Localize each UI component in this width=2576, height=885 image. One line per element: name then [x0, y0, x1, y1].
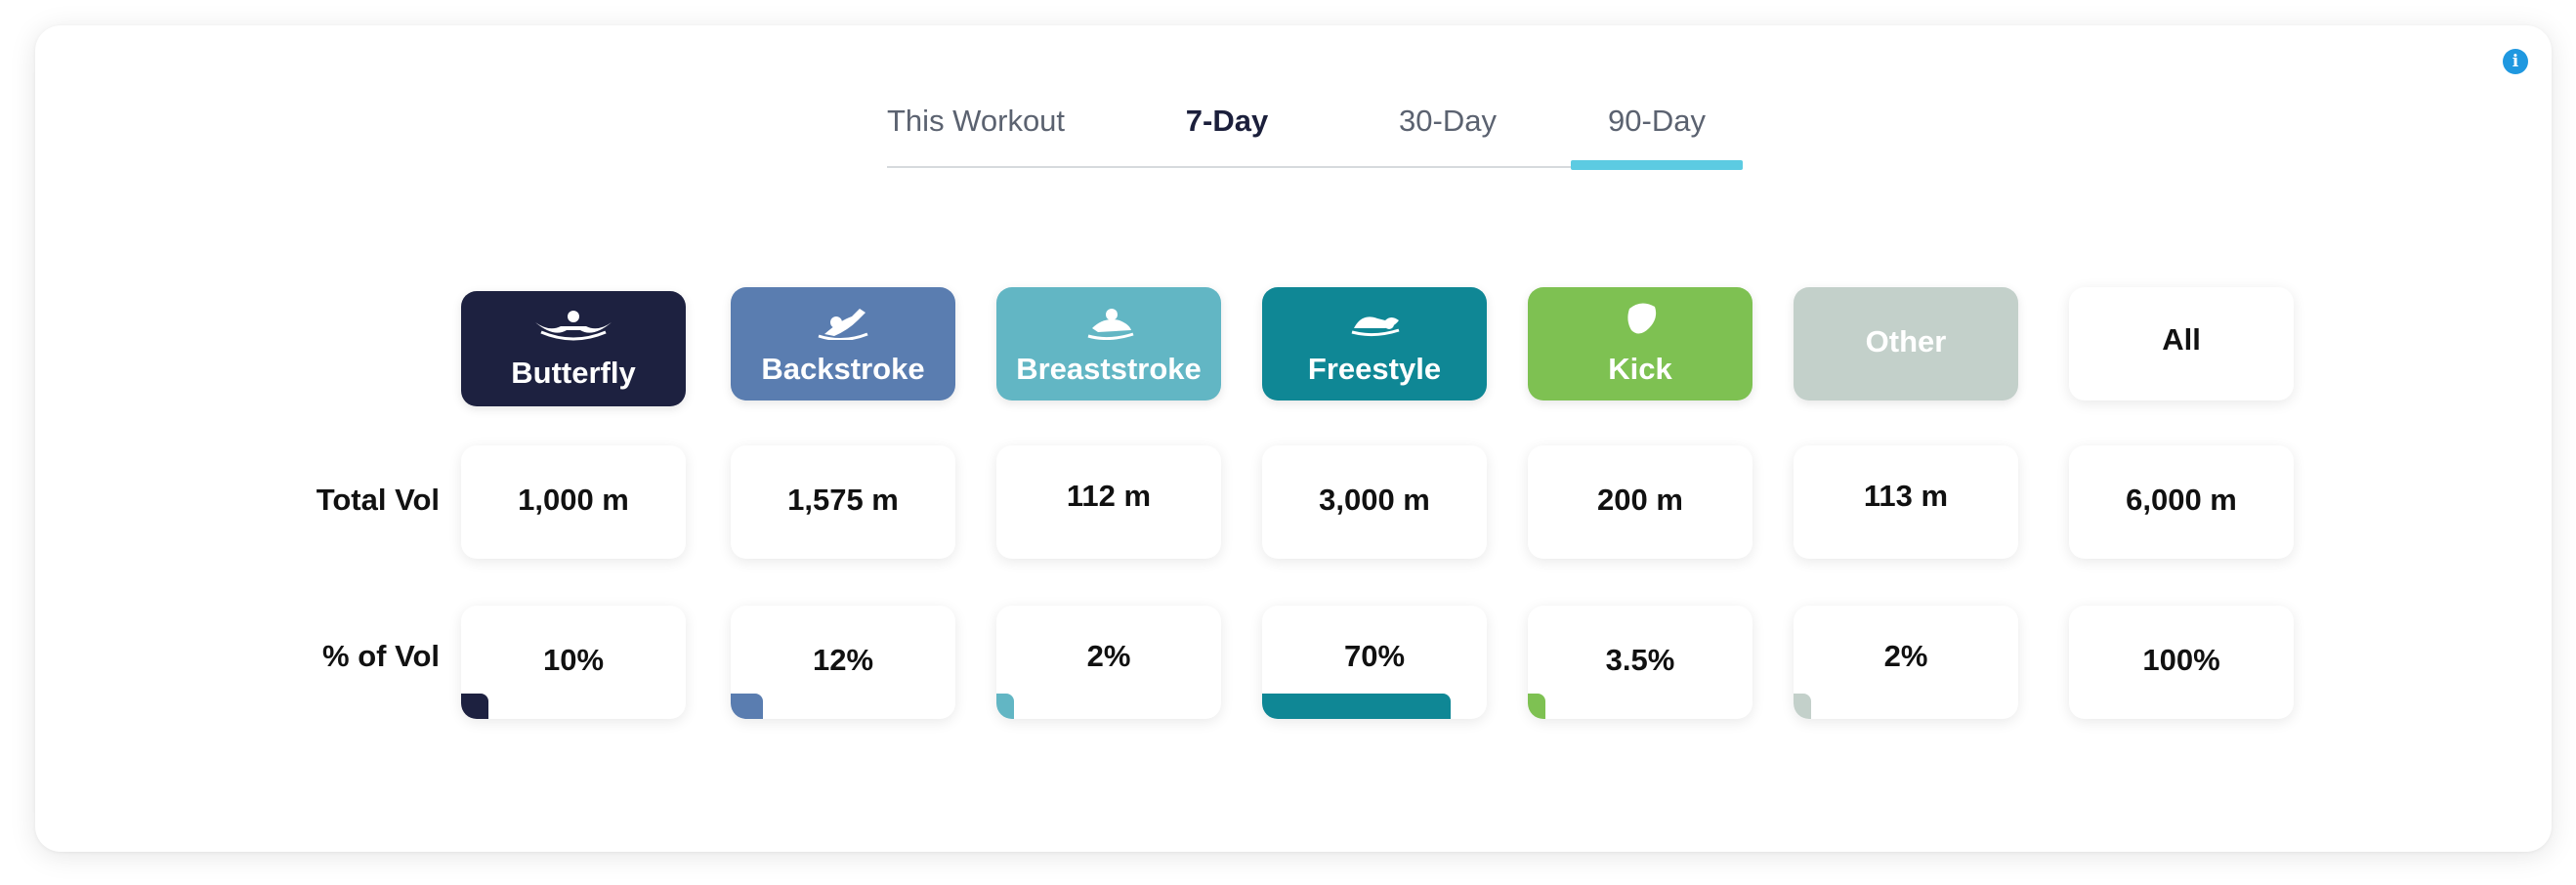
percent-volume-value: 12%	[812, 643, 874, 677]
total-volume-value: 3,000 m	[1319, 483, 1430, 517]
stroke-label: Freestyle	[1307, 352, 1442, 386]
percent-volume-value: 2%	[1883, 639, 1928, 673]
percent-volume-cell-breaststroke: 2%	[996, 606, 1221, 719]
time-range-tabs: This Workout 7-Day 30-Day 90-Day	[887, 94, 1743, 170]
percent-volume-bar	[461, 694, 488, 719]
kickboard-icon	[1627, 303, 1657, 334]
total-volume-cell-other: 113 m	[1794, 445, 2018, 559]
total-volume-cell-breaststroke: 112 m	[996, 445, 1221, 559]
percent-volume-bar	[1528, 694, 1545, 719]
total-volume-cell-butterfly: 1,000 m	[461, 445, 686, 559]
total-volume-cell-kick: 200 m	[1528, 445, 1753, 559]
freestyle-swimmer-icon	[1351, 316, 1400, 337]
stroke-button-other[interactable]: Other	[1794, 287, 2018, 400]
tabs-divider	[887, 166, 1743, 168]
stroke-label: Other	[1865, 324, 1947, 358]
total-volume-value: 6,000 m	[2126, 483, 2237, 517]
butterfly-swimmer-icon	[535, 311, 612, 341]
tab-90-day[interactable]: 90-Day	[1608, 104, 1706, 138]
percent-volume-cell-butterfly: 10%	[461, 606, 686, 719]
backstroke-swimmer-icon	[818, 309, 868, 340]
percent-volume-cell-backstroke: 12%	[731, 606, 955, 719]
total-volume-value: 1,575 m	[787, 483, 899, 517]
stroke-label: Breaststroke	[1016, 352, 1202, 386]
percent-volume-cell-other: 2%	[1794, 606, 2018, 719]
percent-volume-value: 100%	[2142, 643, 2220, 677]
total-volume-value: 200 m	[1597, 483, 1683, 517]
stroke-label: Butterfly	[511, 356, 636, 390]
breaststroke-swimmer-icon	[1087, 309, 1134, 340]
stroke-button-all[interactable]: All	[2069, 287, 2294, 400]
stroke-label: Backstroke	[761, 352, 925, 386]
percent-volume-value: 3.5%	[1605, 643, 1675, 677]
tab-this-workout[interactable]: This Workout	[887, 104, 1066, 138]
stroke-label: Kick	[1608, 352, 1672, 386]
stroke-button-breaststroke[interactable]: Breaststroke	[996, 287, 1221, 400]
tab-selection-indicator	[1571, 160, 1743, 170]
percent-volume-value: 70%	[1343, 639, 1406, 673]
total-volume-cell-all: 6,000 m	[2069, 445, 2294, 559]
percent-volume-cell-all: 100%	[2069, 606, 2294, 719]
tab-30-day[interactable]: 30-Day	[1399, 104, 1497, 138]
total-volume-value: 113 m	[1863, 479, 1949, 513]
stroke-label: All	[2162, 322, 2201, 357]
percent-volume-bar	[731, 694, 763, 719]
percent-volume-bar	[1262, 694, 1451, 719]
percent-volume-value: 10%	[542, 643, 605, 677]
row-label-percent-volume: % of Vol	[322, 639, 440, 673]
percent-volume-cell-kick: 3.5%	[1528, 606, 1753, 719]
stroke-button-backstroke[interactable]: Backstroke	[731, 287, 955, 400]
total-volume-cell-backstroke: 1,575 m	[731, 445, 955, 559]
percent-volume-cell-freestyle: 70%	[1262, 606, 1487, 719]
total-volume-cell-freestyle: 3,000 m	[1262, 445, 1487, 559]
stroke-button-butterfly[interactable]: Butterfly	[461, 291, 686, 406]
percent-volume-bar	[1794, 694, 1811, 719]
stroke-button-kick[interactable]: Kick	[1528, 287, 1753, 400]
row-label-total-volume: Total Vol	[316, 483, 440, 517]
info-icon[interactable]: i	[2503, 49, 2528, 74]
total-volume-value: 112 m	[1066, 479, 1152, 513]
stroke-button-freestyle[interactable]: Freestyle	[1262, 287, 1487, 400]
tab-7-day[interactable]: 7-Day	[1185, 104, 1269, 138]
percent-volume-value: 2%	[1086, 639, 1131, 673]
percent-volume-bar	[996, 694, 1014, 719]
total-volume-value: 1,000 m	[518, 483, 629, 517]
